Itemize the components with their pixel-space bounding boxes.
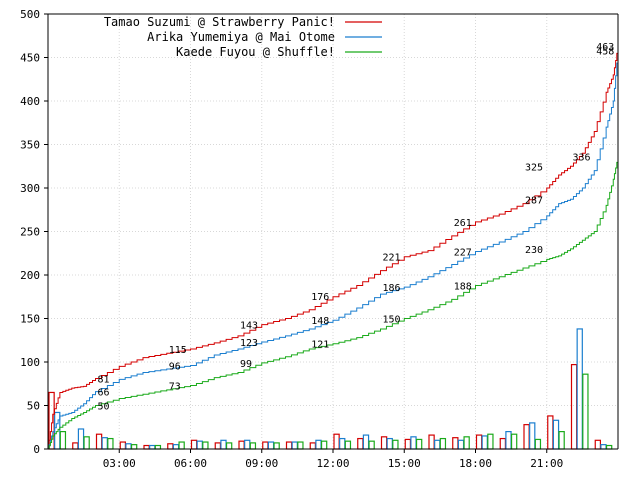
data-label: 221: [383, 253, 401, 264]
x-tick-label: 09:00: [245, 457, 278, 470]
data-label: 99: [240, 359, 252, 370]
legend-label: Tamao Suzumi @ Strawberry Panic!: [104, 15, 335, 29]
y-tick-label: 350: [20, 139, 40, 152]
data-label: 230: [525, 245, 543, 256]
series-line: [48, 156, 619, 450]
y-tick-label: 250: [20, 226, 40, 239]
x-tick-label: 12:00: [316, 457, 349, 470]
data-label: 287: [525, 195, 543, 206]
data-label: 150: [383, 315, 401, 326]
y-tick-label: 150: [20, 313, 40, 326]
y-tick-label: 450: [20, 52, 40, 65]
data-label: 261: [454, 218, 472, 229]
data-label: 463: [596, 42, 614, 53]
data-label: 176: [311, 292, 329, 303]
x-tick-label: 06:00: [174, 457, 207, 470]
data-label: 148: [311, 316, 329, 327]
data-label: 81: [98, 375, 110, 386]
axes: 0 50 100 150 200 250 300 350 400 450 500 03:00 06:00…: [20, 8, 619, 470]
data-label: 73: [169, 381, 181, 392]
data-label: 96: [169, 361, 181, 372]
series-line: [48, 46, 619, 450]
y-tick-label: 400: [20, 95, 40, 108]
legend-label: Arika Yumemiya @ Mai Otome: [147, 30, 335, 44]
legend: Tamao Suzumi @ Strawberry Panic!Arika Yu…: [104, 15, 382, 59]
x-tick-label: 21:00: [530, 457, 563, 470]
data-label: 336: [573, 153, 591, 164]
data-label: 458: [596, 47, 614, 58]
series-line: [48, 50, 619, 450]
y-tick-label: 300: [20, 182, 40, 195]
data-label: 227: [454, 248, 472, 259]
data-label: 115: [169, 345, 187, 356]
data-label: 66: [98, 388, 110, 399]
y-tick-label: 100: [20, 356, 40, 369]
data-label: 123: [240, 338, 258, 349]
y-tick-label: 50: [27, 400, 40, 413]
data-label: 121: [311, 340, 329, 351]
x-tick-label: 03:00: [103, 457, 136, 470]
y-tick-label: 500: [20, 8, 40, 21]
data-label: 143: [240, 321, 258, 332]
x-tick-label: 15:00: [388, 457, 421, 470]
y-tick-label: 200: [20, 269, 40, 282]
data-label: 50: [98, 402, 110, 413]
data-labels: 81 66 50 115 96 73 143 123 99 176 148 121 221 186 150 2…: [98, 42, 615, 412]
data-label: 188: [454, 281, 472, 292]
data-label: 325: [525, 162, 543, 173]
legend-label: Kaede Fuyou @ Shuffle!: [176, 45, 335, 59]
y-tick-label: 0: [33, 443, 40, 456]
x-tick-label: 18:00: [459, 457, 492, 470]
series-lines: [48, 46, 619, 450]
data-label: 186: [383, 283, 401, 294]
